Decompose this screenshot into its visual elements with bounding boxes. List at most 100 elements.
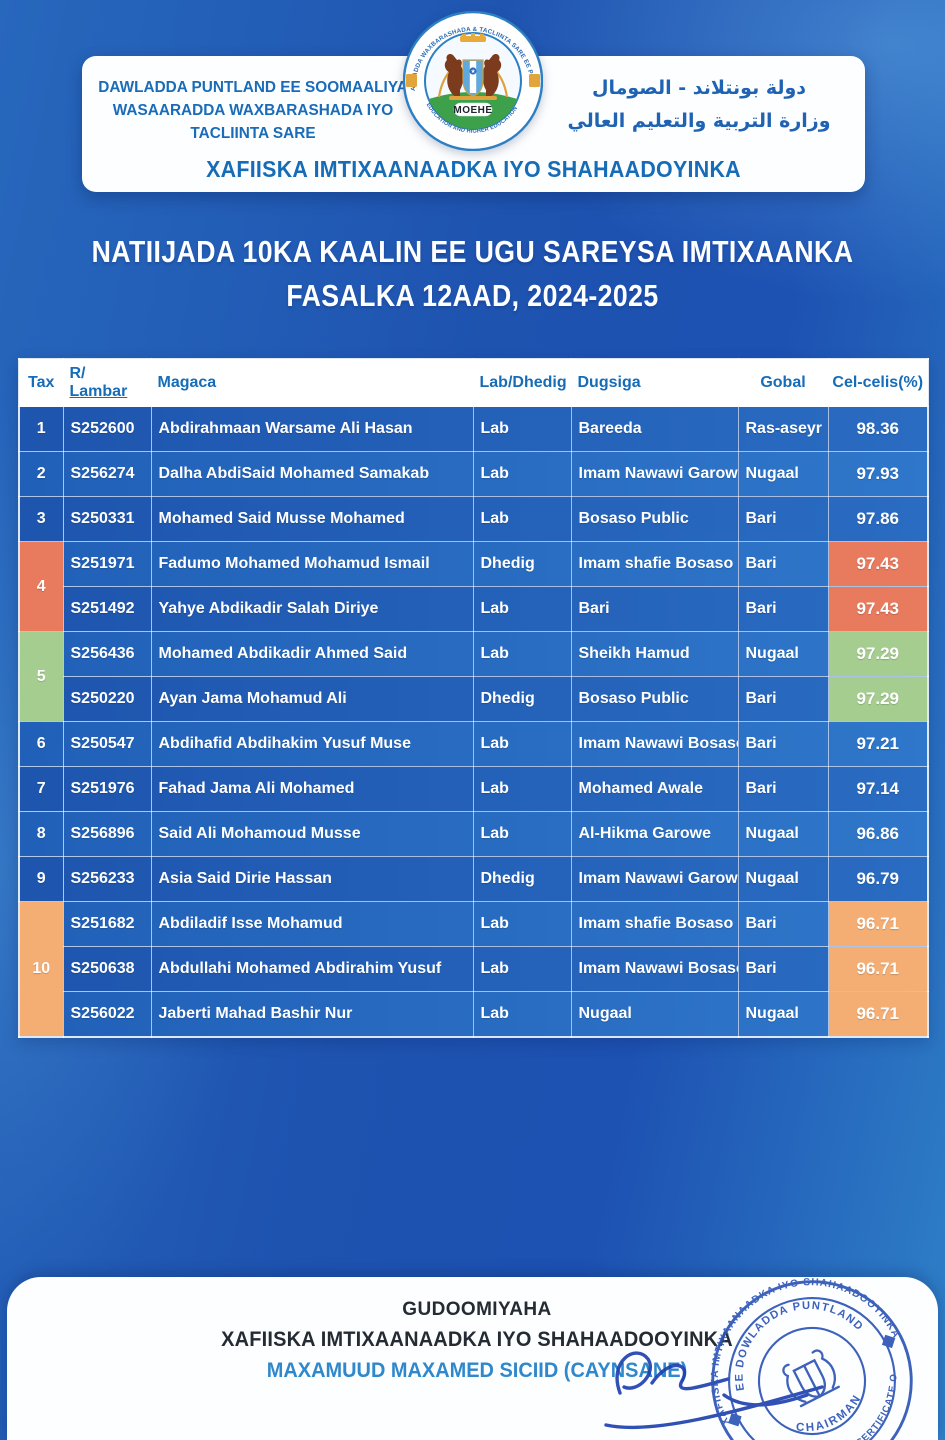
id-cell: S250220 xyxy=(62,676,152,722)
school-cell: Imam Nawawi Garowe xyxy=(570,856,739,902)
region-cell: Bari xyxy=(737,676,829,722)
name-cell: Yahye Abdikadir Salah Diriye xyxy=(150,586,474,632)
rank-cell: 9 xyxy=(18,856,64,902)
logo-shield-stripe xyxy=(469,61,477,93)
table-row: 7 S251976 Fahad Jama Ali Mohamed Lab Moh… xyxy=(18,766,929,812)
id-cell: S250547 xyxy=(62,721,152,767)
school-cell: Imam Nawawi Bosaso xyxy=(570,946,739,992)
school-cell: Imam shafie Bosaso xyxy=(570,541,739,587)
score-cell: 97.93 xyxy=(827,451,929,497)
table-row: 10 S251682 Abdiladif Isse Mohamud Lab Im… xyxy=(18,901,929,1038)
column-header-name: Magaca xyxy=(150,358,474,407)
school-cell: Sheikh Hamud xyxy=(570,631,739,677)
footer-role-title: GUDOOMIYAHA xyxy=(402,1299,552,1320)
name-cell: Jaberti Mahad Bashir Nur xyxy=(150,991,474,1038)
name-cell: Abdiladif Isse Mohamud xyxy=(150,901,474,947)
table-row: S250638 Abdullahi Mohamed Abdirahim Yusu… xyxy=(19,946,929,992)
footer-text-block: GUDOOMIYAHA XAFIISKA IMTIXAANAADKA IYO S… xyxy=(97,1299,857,1383)
region-cell: Nugaal xyxy=(737,811,829,857)
official-stamp: XAFIISKA IMTIXAANAADKA IYO SHAHAADOOYINK… xyxy=(706,1275,918,1440)
score-cell: 98.36 xyxy=(827,406,929,452)
name-cell: Fahad Jama Ali Mohamed xyxy=(150,766,474,812)
region-cell: Bari xyxy=(737,541,829,587)
region-cell: Nugaal xyxy=(737,631,829,677)
region-cell: Nugaal xyxy=(737,451,829,497)
stream-cell: Dhedig xyxy=(472,541,572,587)
region-cell: Bari xyxy=(737,586,829,632)
school-cell: Imam Nawawi Garowe xyxy=(570,451,739,497)
column-header-school: Dugsiga xyxy=(570,358,739,407)
score-cell: 97.14 xyxy=(827,766,929,812)
stamp-chairman-text: CHAIRMAN xyxy=(791,1389,870,1440)
stamp-left-divider xyxy=(728,1413,742,1427)
results-table: Tax R/ Lambar Magaca Lab/Dhedig Dugsiga … xyxy=(18,358,929,1038)
name-cell: Abdirahmaan Warsame Ali Hasan xyxy=(150,406,474,452)
table-row: 5 S256436 Mohamed Abdikadir Ahmed Said L… xyxy=(18,631,929,722)
id-cell: S250638 xyxy=(62,946,152,992)
arabic-title: دولة بونتلاند - الصومال وزارة التربية وا… xyxy=(549,72,849,139)
logo-crown-icon xyxy=(460,33,486,42)
logo-left-ornament xyxy=(406,74,417,87)
stream-cell: Lab xyxy=(472,991,572,1038)
id-cell: S256274 xyxy=(62,451,152,497)
column-header-rank: Tax xyxy=(18,358,64,407)
rank-cell: 5 xyxy=(18,631,64,722)
column-header-id: R/ Lambar xyxy=(62,358,152,407)
name-cell: Ayan Jama Mohamud Ali xyxy=(150,676,474,722)
table-row: 9 S256233 Asia Said Dirie Hassan Dhedig … xyxy=(18,856,929,902)
logo-star-icon: ★ xyxy=(471,69,476,75)
logo-gold-base xyxy=(449,96,497,100)
rank-cell: 1 xyxy=(18,406,64,452)
moehe-logo-icon: WASAARADDA WAXBARASHADA & TACLIINTA SARE… xyxy=(403,11,543,151)
score-cell: 96.71 xyxy=(827,901,929,947)
score-cell: 96.79 xyxy=(827,856,929,902)
stream-cell: Lab xyxy=(472,901,572,947)
ministry-line-3: TACLIINTA SARE xyxy=(190,125,316,143)
column-header-score: Cel-celis(%) xyxy=(827,358,929,407)
stamp-right-divider xyxy=(881,1334,896,1349)
id-cell: S256436 xyxy=(62,631,152,677)
name-cell: Abdihafid Abdihakim Yusuf Muse xyxy=(150,721,474,767)
school-cell: Al-Hikma Garowe xyxy=(570,811,739,857)
id-cell: S251971 xyxy=(62,541,152,587)
school-cell: Bareeda xyxy=(570,406,739,452)
table-row: S256022 Jaberti Mahad Bashir Nur Lab Nug… xyxy=(19,991,929,1038)
stream-cell: Dhedig xyxy=(472,856,572,902)
ministry-title: DAWLADDA PUNTLAND EE SOOMAALIYA WASAARAD… xyxy=(95,76,412,146)
footer-card: GUDOOMIYAHA XAFIISKA IMTIXAANAADKA IYO S… xyxy=(7,1275,938,1440)
logo-acronym-band xyxy=(453,102,493,117)
id-cell: S256896 xyxy=(62,811,152,857)
region-cell: Bari xyxy=(737,766,829,812)
stream-cell: Lab xyxy=(472,406,572,452)
logo-acronym: MOEHE xyxy=(453,105,492,116)
stamp-emblem-icon xyxy=(782,1349,840,1408)
table-row: 3 S250331 Mohamed Said Musse Mohamed Lab… xyxy=(18,496,929,542)
region-cell: Bari xyxy=(737,721,829,767)
school-cell: Bosaso Public xyxy=(570,676,739,722)
score-cell: 97.21 xyxy=(827,721,929,767)
rank-cell: 3 xyxy=(18,496,64,542)
score-cell: 96.71 xyxy=(827,991,929,1038)
id-cell: S252600 xyxy=(62,406,152,452)
svg-text:CHAIRMAN: CHAIRMAN xyxy=(791,1389,870,1440)
school-cell: Imam shafie Bosaso xyxy=(570,901,739,947)
ministry-line-1: DAWLADDA PUNTLAND EE SOOMAALIYA xyxy=(98,79,408,96)
stream-cell: Lab xyxy=(472,451,572,497)
region-cell: Ras-aseyr xyxy=(737,406,829,452)
school-cell: Bari xyxy=(570,586,739,632)
region-cell: Bari xyxy=(737,496,829,542)
stream-cell: Lab xyxy=(472,946,572,992)
stream-cell: Lab xyxy=(472,721,572,767)
name-cell: Dalha AbdiSaid Mohamed Samakab xyxy=(150,451,474,497)
page-title-line-2: FASALKA 12AAD, 2024-2025 xyxy=(286,278,659,314)
stream-cell: Lab xyxy=(472,811,572,857)
score-cell: 97.29 xyxy=(827,631,929,677)
stream-cell: Lab xyxy=(472,496,572,542)
table-header-row: Tax R/ Lambar Magaca Lab/Dhedig Dugsiga … xyxy=(18,358,929,407)
logo-shield-canton xyxy=(469,67,477,75)
name-cell: Fadumo Mohamed Mohamud Ismail xyxy=(150,541,474,587)
column-header-stream: Lab/Dhedig xyxy=(472,358,572,407)
arabic-line-1: دولة بونتلاند - الصومال xyxy=(591,77,807,99)
score-cell: 97.29 xyxy=(827,676,929,722)
